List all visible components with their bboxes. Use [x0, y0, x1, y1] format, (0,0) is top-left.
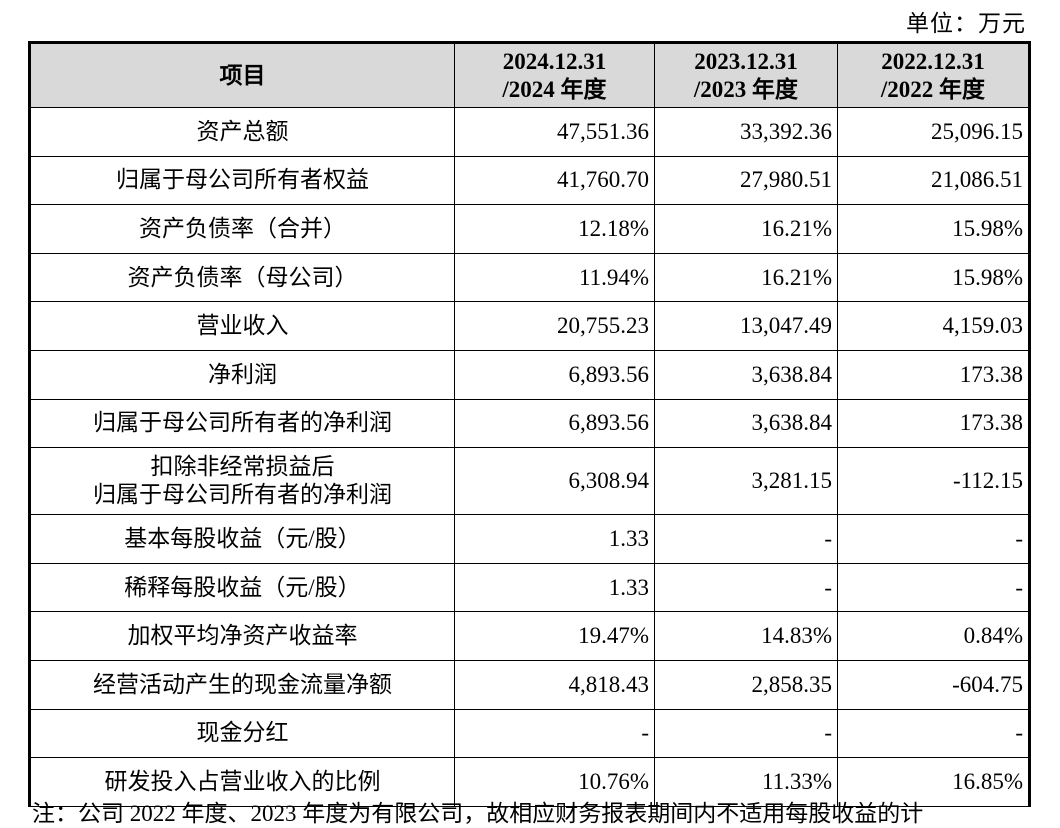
value-2022: 0.84%: [837, 611, 1031, 661]
value-2022: -: [837, 562, 1031, 613]
value-2023: 16.21%: [654, 204, 838, 254]
row-label: 净利润: [28, 349, 455, 400]
value-2022: -: [837, 514, 1031, 564]
value-2022: -604.75: [837, 659, 1031, 710]
value-2024: -: [454, 708, 655, 759]
value-2023: 13,047.49: [654, 301, 838, 351]
value-2022: 21,086.51: [837, 155, 1031, 206]
table-row: 归属于母公司所有者权益 41,760.70 27,980.51 21,086.5…: [28, 155, 1031, 206]
table-row: 净利润 6,893.56 3,638.84 173.38: [28, 349, 1031, 400]
header-2023-year: /2023 年度: [693, 76, 799, 102]
value-2024: 1.33: [454, 562, 655, 613]
row-label: 加权平均净资产收益率: [28, 611, 455, 661]
value-2023: 27,980.51: [654, 155, 838, 206]
value-2024: 6,893.56: [454, 398, 655, 449]
footnote: 注：公司 2022 年度、2023 年度为有限公司，故相应财务报表期间内不适用每…: [32, 801, 924, 826]
header-item: 项目: [28, 41, 455, 108]
value-2023: -: [654, 562, 838, 613]
row-label: 归属于母公司所有者的净利润: [28, 398, 455, 449]
value-2022: 16.85%: [837, 757, 1031, 807]
table-row: 加权平均净资产收益率 19.47% 14.83% 0.84%: [28, 611, 1031, 661]
header-2022: 2022.12.31 /2022 年度: [837, 41, 1031, 108]
value-2024: 1.33: [454, 514, 655, 564]
row-label: 资产负债率（母公司）: [28, 252, 455, 303]
row-label: 现金分红: [28, 708, 455, 759]
row-label: 基本每股收益（元/股）: [28, 514, 455, 564]
row-label: 归属于母公司所有者权益: [28, 155, 455, 206]
row-label: 资产总额: [28, 107, 455, 157]
value-2022: 25,096.15: [837, 107, 1031, 157]
row-label: 研发投入占营业收入的比例: [28, 757, 455, 807]
row-label-line2: 归属于母公司所有者的净利润: [93, 482, 392, 508]
value-2023: 16.21%: [654, 252, 838, 303]
table-row: 营业收入 20,755.23 13,047.49 4,159.03: [28, 301, 1031, 351]
header-2023-date: 2023.12.31: [694, 48, 798, 74]
table-header: 项目 2024.12.31 /2024 年度 2023.12.31 /2023 …: [28, 41, 1031, 108]
value-2024: 6,308.94: [454, 447, 655, 516]
value-2022: 173.38: [837, 349, 1031, 400]
value-2024: 4,818.43: [454, 659, 655, 710]
value-2022: -: [837, 708, 1031, 759]
table-row: 扣除非经常损益后 归属于母公司所有者的净利润 6,308.94 3,281.15…: [28, 447, 1031, 516]
table-row: 现金分红 - - -: [28, 708, 1031, 759]
header-2022-date: 2022.12.31: [881, 48, 985, 74]
value-2024: 20,755.23: [454, 301, 655, 351]
value-2023: 3,281.15: [654, 447, 838, 516]
value-2022: -112.15: [837, 447, 1031, 516]
header-2023: 2023.12.31 /2023 年度: [654, 41, 838, 108]
value-2022: 15.98%: [837, 252, 1031, 303]
value-2023: -: [654, 514, 838, 564]
value-2023: 33,392.36: [654, 107, 838, 157]
value-2023: 3,638.84: [654, 398, 838, 449]
value-2023: 14.83%: [654, 611, 838, 661]
value-2024: 6,893.56: [454, 349, 655, 400]
value-2022: 173.38: [837, 398, 1031, 449]
value-2023: 3,638.84: [654, 349, 838, 400]
value-2024: 41,760.70: [454, 155, 655, 206]
value-2024: 11.94%: [454, 252, 655, 303]
header-2024-date: 2024.12.31: [502, 48, 607, 74]
value-2022: 4,159.03: [837, 301, 1031, 351]
table-row: 经营活动产生的现金流量净额 4,818.43 2,858.35 -604.75: [28, 659, 1031, 710]
row-label-line1: 扣除非经常损益后: [150, 454, 335, 480]
value-2022: 15.98%: [837, 204, 1031, 254]
table-row: 基本每股收益（元/股） 1.33 - -: [28, 514, 1031, 564]
row-label: 资产负债率（合并）: [28, 204, 455, 254]
table-row: 归属于母公司所有者的净利润 6,893.56 3,638.84 173.38: [28, 398, 1031, 449]
table-row: 资产总额 47,551.36 33,392.36 25,096.15: [28, 107, 1031, 157]
row-label: 扣除非经常损益后 归属于母公司所有者的净利润: [28, 447, 455, 516]
table-row: 稀释每股收益（元/股） 1.33 - -: [28, 562, 1031, 613]
header-2022-year: /2022 年度: [880, 76, 986, 102]
unit-label: 单位：万元: [906, 11, 1026, 36]
value-2024: 12.18%: [454, 204, 655, 254]
financial-indicators-table: 项目 2024.12.31 /2024 年度 2023.12.31 /2023 …: [28, 41, 1031, 807]
table-body: 资产总额 47,551.36 33,392.36 25,096.15 归属于母公…: [28, 107, 1031, 807]
value-2023: 11.33%: [654, 757, 838, 807]
header-2024-year: /2024 年度: [502, 76, 607, 102]
header-2024: 2024.12.31 /2024 年度: [454, 41, 655, 108]
row-label: 稀释每股收益（元/股）: [28, 562, 455, 613]
header-row: 项目 2024.12.31 /2024 年度 2023.12.31 /2023 …: [28, 41, 1031, 108]
value-2024: 10.76%: [454, 757, 655, 807]
row-label: 经营活动产生的现金流量净额: [28, 659, 455, 710]
table-row: 资产负债率（合并） 12.18% 16.21% 15.98%: [28, 204, 1031, 254]
row-label: 营业收入: [28, 301, 455, 351]
table-row: 研发投入占营业收入的比例 10.76% 11.33% 16.85%: [28, 757, 1031, 807]
value-2023: 2,858.35: [654, 659, 838, 710]
value-2023: -: [654, 708, 838, 759]
value-2024: 19.47%: [454, 611, 655, 661]
value-2024: 47,551.36: [454, 107, 655, 157]
table-row: 资产负债率（母公司） 11.94% 16.21% 15.98%: [28, 252, 1031, 303]
